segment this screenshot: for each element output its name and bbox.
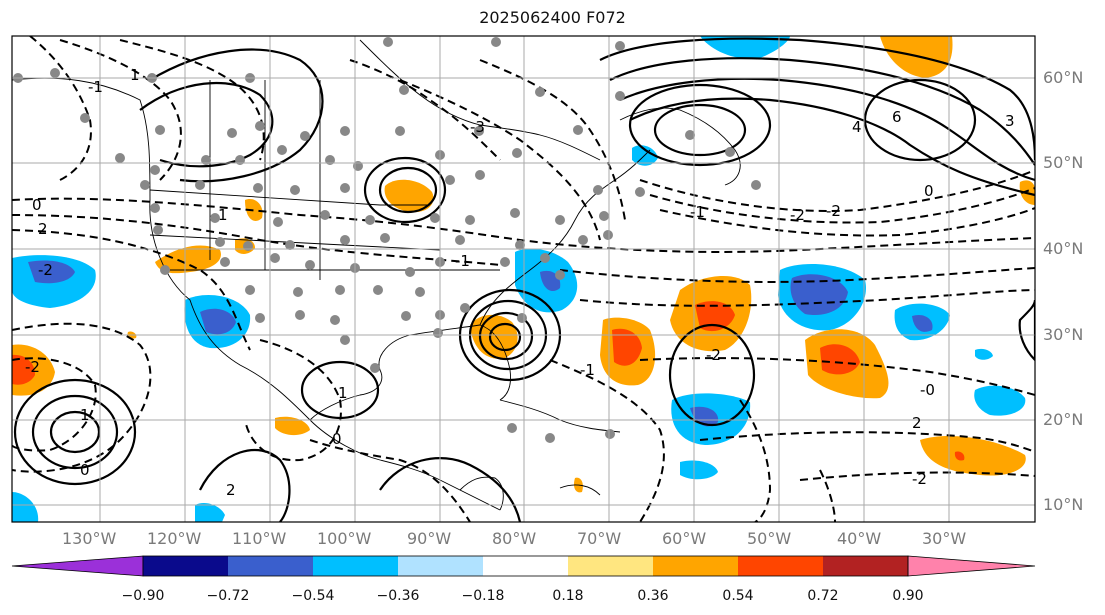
gridlines — [12, 36, 1035, 522]
colorbar-extend-high — [907, 555, 1036, 577]
lat-label: 30°N — [1043, 325, 1084, 344]
colorbar-tick-label: −0.36 — [376, 588, 420, 604]
colorbar-segment — [483, 556, 568, 576]
lon-label: 120°W — [147, 529, 202, 548]
lon-label: 110°W — [232, 529, 287, 548]
lat-label: 60°N — [1043, 68, 1084, 87]
lat-label: 40°N — [1043, 239, 1084, 258]
contour-label: 1 — [218, 206, 228, 224]
contour-label: -2 — [38, 261, 53, 279]
map-title: 2025062400 F072 — [479, 8, 626, 27]
contour-label: 6 — [892, 108, 902, 126]
lon-label: 50°W — [747, 529, 792, 548]
colorbar-tick-label: −0.18 — [461, 588, 505, 604]
lon-label: 90°W — [407, 529, 452, 548]
contour-label: -2 — [912, 470, 927, 488]
colorbar-segment — [568, 556, 653, 576]
colorbar-tick-label: −0.54 — [291, 588, 335, 604]
contour-label: -1 — [690, 203, 705, 221]
lat-label: 20°N — [1043, 410, 1084, 429]
contour-label: 3 — [1005, 112, 1015, 130]
colorbar-tick-label: 0.36 — [637, 588, 669, 604]
contour-label: 1 — [130, 66, 140, 84]
contour-labels: -2 0 -1 1 2 -2 1 0 -3 4 6 3 -2 -2 0 -1 -… — [25, 66, 1015, 499]
contour-label: -3 — [470, 118, 485, 136]
lon-label: 130°W — [62, 529, 117, 548]
station-markers — [13, 37, 761, 443]
colorbar-segment — [228, 556, 313, 576]
colorbar-segment — [143, 556, 228, 576]
contour-label: -1 — [580, 361, 595, 379]
contour-label: -1 — [88, 78, 103, 96]
lat-label: 10°N — [1043, 495, 1084, 514]
contour-label: 2 — [38, 220, 48, 238]
colorbar — [11, 555, 1036, 577]
lon-label: 30°W — [922, 529, 967, 548]
colorbar-tick-label: −0.72 — [206, 588, 250, 604]
contour-label: -2 — [826, 202, 841, 220]
colorbar-segment — [398, 556, 483, 576]
lon-label: 60°W — [662, 529, 707, 548]
lon-label: 80°W — [492, 529, 537, 548]
contour-label: -2 — [706, 346, 721, 364]
contour-label: 0 — [32, 196, 42, 214]
lon-label: 100°W — [317, 529, 372, 548]
lon-label: 40°W — [837, 529, 882, 548]
colorbar-extend-low — [11, 555, 144, 577]
colorbar-tick-label: −0.90 — [121, 588, 165, 604]
coastlines — [12, 39, 741, 511]
contour-label: 2 — [912, 414, 922, 432]
contour-label: 0 — [332, 430, 342, 448]
contour-label: 2 — [226, 481, 236, 499]
colorbar-segment — [738, 556, 823, 576]
colorbar-tick-label: 0.90 — [892, 588, 924, 604]
colorbar-segment — [313, 556, 398, 576]
contour-label: -0 — [920, 381, 935, 399]
colorbar-segment — [823, 556, 908, 576]
colorbar-tick-label: 0.54 — [722, 588, 754, 604]
contour-label: -2 — [25, 358, 40, 376]
contour-label: 4 — [852, 118, 862, 136]
map-frame — [11, 35, 1036, 523]
lon-label: 70°W — [577, 529, 622, 548]
negative-contours — [12, 36, 1035, 522]
contour-label: 1 — [80, 406, 90, 424]
colorbar-tick-label: 0.18 — [552, 588, 584, 604]
positive-contours — [13, 37, 1035, 522]
contour-label: 0 — [80, 461, 90, 479]
lat-label: 50°N — [1043, 153, 1084, 172]
colorbar-segment — [653, 556, 738, 576]
colorbar-tick-label: 0.72 — [807, 588, 839, 604]
contour-label: -1 — [455, 252, 470, 270]
contour-label: -2 — [790, 206, 805, 224]
contour-label: 1 — [338, 384, 348, 402]
contour-label: 0 — [924, 182, 934, 200]
